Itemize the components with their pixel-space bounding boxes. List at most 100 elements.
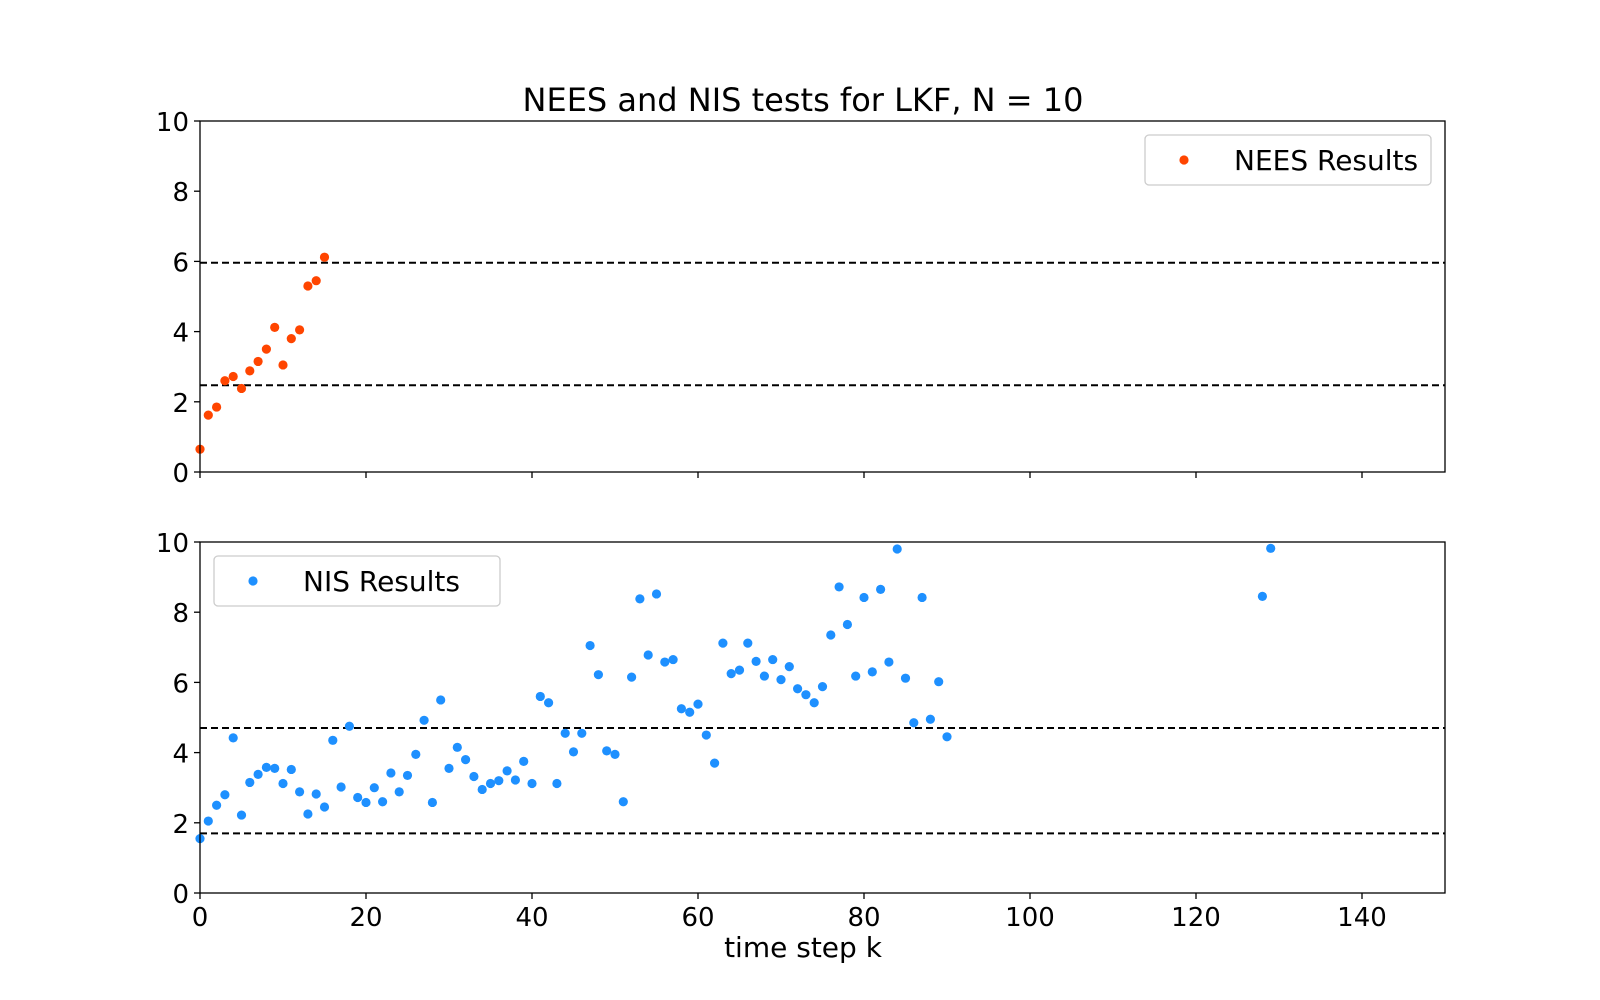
nis-data-point	[220, 790, 230, 800]
nis-data-point	[660, 657, 670, 667]
nis-legend-label: NIS Results	[303, 565, 460, 598]
nis-data-point	[734, 665, 745, 675]
nis-data-point	[519, 756, 529, 766]
nis-data-point	[461, 755, 471, 765]
nis-data-point	[369, 783, 379, 793]
nis-data-point	[784, 662, 794, 672]
nis-data-point	[344, 721, 354, 731]
nis-data-point	[585, 640, 595, 651]
nis-data-point	[411, 749, 421, 759]
nis-data-point	[842, 619, 853, 630]
nis-data-point	[793, 684, 803, 694]
nees-data-point	[311, 276, 321, 286]
nis-data-point	[386, 768, 396, 778]
nees-y-tick-label: 6	[172, 248, 189, 278]
nis-data-point	[917, 592, 927, 603]
nis-data-point	[801, 690, 811, 700]
nis-legend-marker	[248, 576, 258, 586]
nis-data-point	[286, 764, 296, 775]
nis-y-tick-label: 8	[172, 599, 189, 629]
nis-data-point	[718, 638, 728, 648]
nis-data-point	[934, 677, 944, 687]
nis-x-tick-label: 80	[847, 903, 880, 933]
nis-data-point	[826, 630, 836, 640]
nis-data-point	[602, 746, 612, 756]
nees-y-tick-label: 10	[156, 108, 189, 138]
nis-y-tick-label: 6	[172, 669, 189, 699]
nis-legend-box	[213, 555, 501, 607]
nis-data-point	[535, 691, 545, 702]
nis-x-tick-label: 0	[192, 903, 209, 933]
nis-x-tick-label: 60	[681, 903, 714, 933]
nis-data-point	[1257, 591, 1267, 602]
nis-data-point	[568, 747, 579, 757]
nis-data-point	[494, 776, 504, 786]
nis-data-point	[876, 584, 886, 594]
nis-y-tick-label: 4	[172, 740, 189, 770]
nis-data-point	[469, 771, 479, 782]
nees-axes-frame	[199, 120, 1446, 473]
nis-data-point	[452, 742, 462, 752]
nis-data-point	[701, 730, 711, 740]
nis-data-point	[909, 718, 919, 728]
nis-data-point	[577, 728, 587, 738]
nis-data-point	[627, 672, 637, 682]
nees-data-point	[253, 356, 263, 367]
nis-data-point	[560, 728, 570, 738]
nis-data-point	[552, 778, 562, 789]
nis-data-point	[245, 777, 255, 788]
nis-axes-frame	[199, 541, 1446, 894]
nees-data-point	[261, 344, 271, 354]
nis-data-point	[668, 654, 678, 665]
nees-data-point	[220, 376, 230, 386]
nees-y-tick-label: 2	[172, 389, 189, 419]
nis-data-point	[643, 650, 653, 660]
nis-data-point	[892, 544, 902, 554]
nis-data-point	[809, 698, 819, 708]
nees-legend-box	[1144, 134, 1432, 186]
nis-data-point	[278, 778, 288, 789]
nis-data-point	[884, 657, 894, 667]
nis-data-point	[236, 810, 247, 820]
nis-data-point	[510, 775, 520, 785]
nis-x-tick-label: 140	[1337, 903, 1387, 933]
nis-data-point	[942, 732, 952, 742]
nis-x-tick-label: 100	[1005, 903, 1055, 933]
nees-legend-marker	[1179, 155, 1189, 165]
nees-data-point	[228, 371, 238, 382]
nees-data-point	[212, 402, 222, 412]
nis-data-point	[485, 778, 496, 789]
nis-data-point	[851, 671, 861, 681]
nis-x-tick-label: 120	[1171, 903, 1221, 933]
nis-data-point	[651, 589, 662, 599]
nis-data-point	[228, 733, 238, 743]
nis-data-point	[527, 778, 537, 789]
nis-data-point	[419, 715, 429, 725]
nis-data-point	[751, 656, 761, 666]
nis-data-point	[1266, 543, 1276, 553]
nis-data-point	[544, 698, 554, 708]
nis-data-point	[859, 592, 869, 603]
nis-data-point	[295, 787, 305, 797]
nees-plot: 0 2 4 6 8 10 NEES Results	[156, 108, 1446, 489]
nis-data-point	[378, 797, 388, 807]
nis-data-point	[768, 654, 778, 665]
nis-data-point	[319, 802, 330, 812]
nis-data-point	[394, 787, 404, 797]
nis-data-point	[925, 714, 936, 724]
nis-data-point	[427, 797, 437, 808]
nis-y-tick-label: 2	[172, 810, 189, 840]
nis-data-point	[900, 673, 911, 683]
nis-data-point	[618, 797, 628, 807]
nees-data-point	[303, 281, 313, 291]
nis-data-point	[303, 809, 313, 819]
nees-data-point	[203, 410, 213, 420]
x-axis-label: time step k	[724, 931, 883, 964]
nis-data-point	[610, 749, 620, 759]
nis-data-point	[328, 735, 338, 745]
nis-data-point	[361, 797, 371, 808]
nees-data-point	[319, 252, 330, 262]
nis-data-point	[710, 758, 720, 768]
